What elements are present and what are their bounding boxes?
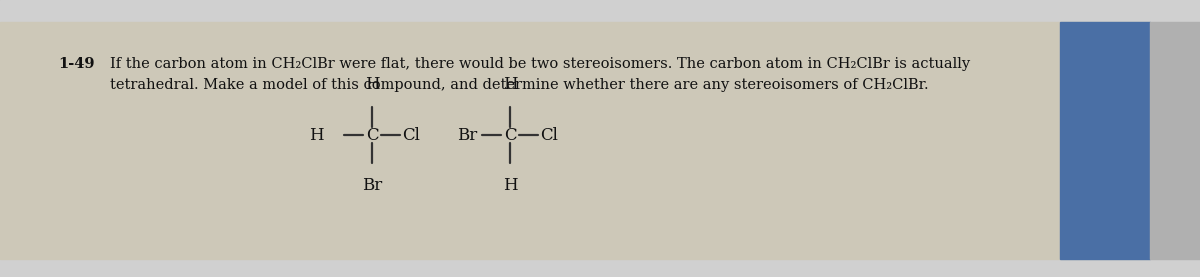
Bar [0, 0, 1200, 22]
Text: H: H [310, 127, 324, 143]
Bar [0, 259, 1200, 277]
Bar [1060, 22, 1150, 259]
Text: C: C [366, 127, 378, 143]
Text: Br: Br [362, 177, 382, 194]
Text: Br: Br [457, 127, 478, 143]
Text: If the carbon atom in CH₂ClBr were flat, there would be two stereoisomers. The c: If the carbon atom in CH₂ClBr were flat,… [110, 57, 970, 92]
Text: H: H [503, 76, 517, 93]
Bar [1150, 22, 1200, 259]
Bar [0, 22, 1150, 259]
Text: H: H [503, 177, 517, 194]
Text: C: C [504, 127, 516, 143]
Text: H: H [365, 76, 379, 93]
Text: Cl: Cl [402, 127, 420, 143]
Text: Cl: Cl [540, 127, 558, 143]
Text: 1-49: 1-49 [58, 57, 95, 71]
